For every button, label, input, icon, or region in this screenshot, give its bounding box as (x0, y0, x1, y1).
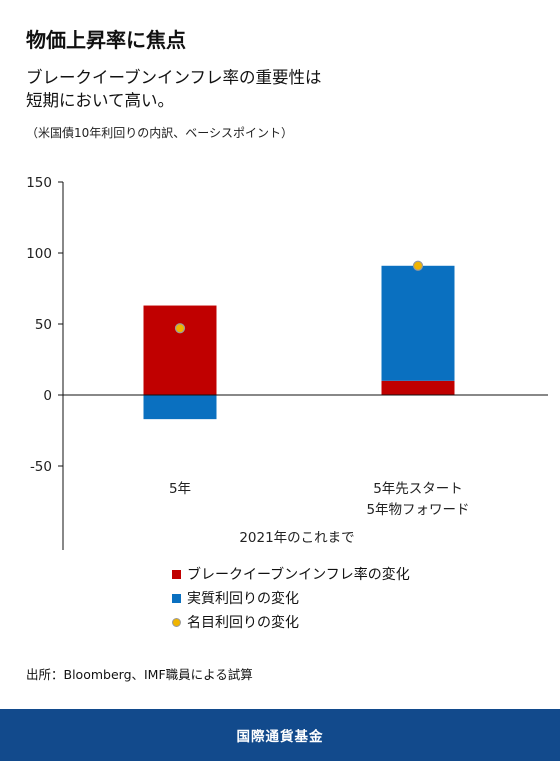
x-category-label: 5年先スタート (373, 481, 463, 497)
x-category-label: 5年 (169, 481, 191, 497)
y-tick-label: 50 (35, 317, 52, 333)
bar-segment-breakeven (143, 305, 217, 395)
point-nominal-yield (174, 323, 186, 334)
legend-label-breakeven: ブレークイーブンインフレ率の変化 (187, 567, 410, 583)
legend-item-nominal-yield: 名目利回りの変化 (172, 610, 410, 634)
legend: ブレークイーブンインフレ率の変化 実質利回りの変化 名目利回りの変化 (172, 562, 410, 634)
footer-bar: 国際通貨基金 (0, 709, 560, 761)
legend-marker-nominal-yield (172, 617, 181, 627)
legend-swatch-real-yield (172, 593, 181, 603)
subtitle-line-2: 短期において高い。 (26, 91, 175, 110)
footer-org-name: 国際通貨基金 (236, 729, 324, 745)
y-tick-label: 100 (26, 246, 52, 262)
bar-segment-breakeven (381, 380, 455, 395)
point-nominal-yield (412, 260, 424, 271)
legend-swatch-breakeven (172, 569, 181, 579)
source-note: 出所：Bloomberg、IMF職員による試算 (26, 667, 253, 682)
legend-label-real-yield: 実質利回りの変化 (187, 591, 299, 607)
bar-segment-real-yield (143, 395, 217, 420)
bar-segment-real-yield (381, 265, 455, 381)
legend-item-breakeven: ブレークイーブンインフレ率の変化 (172, 562, 410, 586)
x-category-label: 5年物フォワード (366, 502, 469, 518)
legend-label-nominal-yield: 名目利回りの変化 (187, 615, 299, 631)
unit-note: （米国債10年利回りの内訳、ベーシスポイント） (26, 126, 294, 140)
y-tick-label: 0 (43, 388, 52, 404)
y-tick-label: 150 (26, 175, 52, 191)
y-tick-label: -50 (30, 459, 52, 475)
chart-subtitle: ブレークイーブンインフレ率の重要性は 短期において高い。 (26, 66, 526, 112)
chart-title: 物価上昇率に焦点 (26, 28, 186, 52)
x-axis-title: 2021年のこれまで (239, 530, 354, 546)
legend-item-real-yield: 実質利回りの変化 (172, 586, 410, 610)
bar-chart: 150 100 50 0 -50 5年 5年先スタート 5年物フォワード 2021年のこれまで (26, 175, 548, 550)
subtitle-line-1: ブレークイーブンインフレ率の重要性は (26, 68, 322, 87)
